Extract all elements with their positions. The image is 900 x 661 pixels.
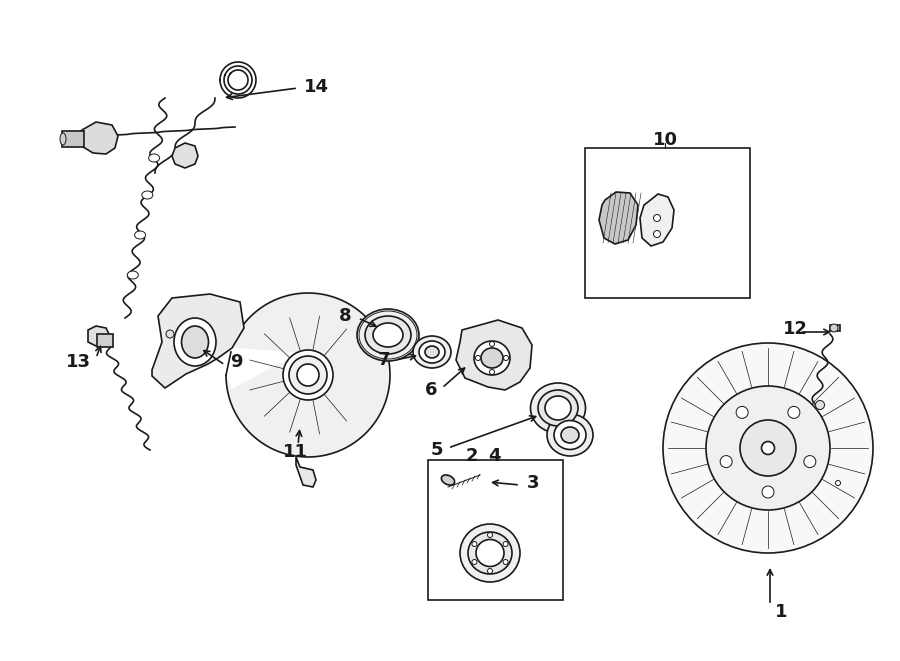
Ellipse shape: [441, 475, 454, 485]
Ellipse shape: [503, 541, 508, 547]
Ellipse shape: [413, 336, 451, 368]
Ellipse shape: [762, 486, 774, 498]
Polygon shape: [76, 122, 118, 154]
Ellipse shape: [357, 309, 419, 361]
Ellipse shape: [148, 154, 159, 162]
Polygon shape: [456, 320, 532, 390]
Polygon shape: [599, 192, 638, 244]
Bar: [62, 131, 84, 147]
Text: 6: 6: [425, 381, 437, 399]
Ellipse shape: [761, 442, 775, 455]
Ellipse shape: [663, 343, 873, 553]
Ellipse shape: [653, 231, 661, 237]
Ellipse shape: [488, 533, 492, 537]
Polygon shape: [152, 294, 244, 388]
Ellipse shape: [804, 455, 815, 467]
Polygon shape: [226, 293, 390, 457]
Ellipse shape: [475, 356, 481, 360]
Text: 9: 9: [230, 353, 242, 371]
Ellipse shape: [142, 191, 153, 199]
Ellipse shape: [788, 407, 800, 418]
Text: 7: 7: [377, 351, 390, 369]
Ellipse shape: [830, 324, 838, 332]
Ellipse shape: [419, 341, 445, 363]
Ellipse shape: [490, 369, 494, 375]
Bar: [830, 325, 840, 331]
Text: 10: 10: [652, 131, 678, 149]
Ellipse shape: [740, 420, 796, 476]
Ellipse shape: [472, 559, 477, 564]
Ellipse shape: [127, 271, 139, 279]
Text: 1: 1: [775, 603, 788, 621]
Ellipse shape: [503, 356, 508, 360]
Ellipse shape: [365, 316, 411, 354]
Ellipse shape: [425, 346, 439, 358]
Text: 4: 4: [488, 447, 500, 465]
Ellipse shape: [538, 390, 578, 426]
Ellipse shape: [460, 524, 520, 582]
Ellipse shape: [530, 383, 586, 433]
Ellipse shape: [488, 568, 492, 574]
Ellipse shape: [174, 318, 216, 366]
Bar: [585, 148, 750, 298]
Ellipse shape: [476, 539, 504, 566]
Ellipse shape: [468, 532, 512, 574]
Text: 13: 13: [66, 353, 91, 371]
Text: 8: 8: [339, 307, 352, 325]
Ellipse shape: [706, 386, 830, 510]
Polygon shape: [172, 143, 198, 168]
Text: 5: 5: [430, 441, 443, 459]
Ellipse shape: [503, 559, 508, 564]
Ellipse shape: [474, 341, 510, 375]
Bar: [97, 334, 113, 347]
Ellipse shape: [60, 133, 66, 145]
Text: 2: 2: [465, 447, 478, 465]
Ellipse shape: [554, 420, 586, 449]
Text: 12: 12: [783, 320, 808, 338]
Ellipse shape: [547, 414, 593, 456]
Ellipse shape: [283, 350, 333, 400]
Text: 14: 14: [304, 78, 329, 96]
Polygon shape: [296, 457, 316, 487]
Ellipse shape: [481, 348, 503, 368]
Ellipse shape: [720, 455, 733, 467]
Ellipse shape: [297, 364, 319, 386]
Ellipse shape: [545, 396, 571, 420]
Ellipse shape: [182, 326, 209, 358]
Ellipse shape: [373, 323, 403, 347]
Polygon shape: [640, 194, 674, 246]
Bar: [428, 460, 563, 600]
Ellipse shape: [835, 481, 841, 485]
Polygon shape: [88, 326, 110, 346]
Ellipse shape: [815, 401, 824, 410]
Ellipse shape: [289, 356, 327, 394]
Ellipse shape: [166, 330, 174, 338]
Ellipse shape: [472, 541, 477, 547]
Text: 11: 11: [283, 443, 308, 461]
Ellipse shape: [561, 427, 579, 443]
Ellipse shape: [653, 215, 661, 221]
Text: 3: 3: [527, 474, 539, 492]
Ellipse shape: [736, 407, 748, 418]
Ellipse shape: [135, 231, 146, 239]
Ellipse shape: [490, 342, 494, 346]
